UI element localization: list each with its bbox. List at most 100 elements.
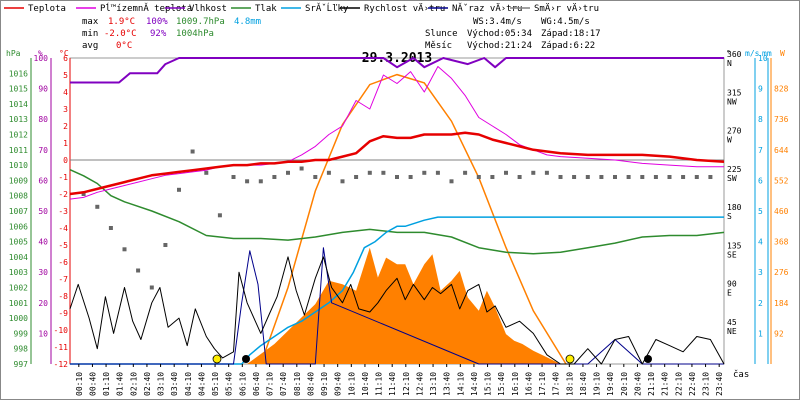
x-tick-label-30: 15:10 <box>484 372 493 396</box>
wind-dir-point-6 <box>163 243 168 247</box>
ms-tick-0: 1 <box>758 329 763 338</box>
degrees-tick-6: 315 <box>727 88 742 97</box>
x-tick-label-4: 02:10 <box>129 372 138 396</box>
legend-label-4: SrĂˇĹľky <box>305 2 349 14</box>
ms-tick-3: 4 <box>758 238 763 247</box>
x-tick-label-21: 10:40 <box>361 372 370 396</box>
x-tick-label-5: 02:40 <box>143 372 152 396</box>
ms-tick-8: 9 <box>758 85 763 94</box>
x-tick-label-12: 06:10 <box>238 372 247 396</box>
wind-dir-point-35 <box>558 175 563 179</box>
wind-dir-point-27 <box>449 179 454 184</box>
percent-tick-3: 40 <box>38 238 48 247</box>
stats-rain: 4.8mm <box>234 17 261 27</box>
series-srážky <box>70 216 724 365</box>
legend-label-6: NĂˇraz vÄ›tru <box>452 2 522 14</box>
wind-dir-point-46 <box>708 175 713 179</box>
degrees-tick-1: 90 <box>727 280 737 289</box>
wind-dir-point-7 <box>177 187 181 192</box>
wind-dir-point-40 <box>626 175 631 179</box>
wind-dir-point-4 <box>136 268 141 273</box>
ms-tick-1: 2 <box>758 299 763 308</box>
wind-dir-point-33 <box>531 170 536 175</box>
x-tick-label-40: 20:10 <box>620 372 629 396</box>
percent-tick-5: 60 <box>38 176 48 185</box>
wind-dir-point-9 <box>204 170 209 175</box>
x-tick-label-16: 08:10 <box>293 372 302 396</box>
stats-min-label: min <box>82 29 98 39</box>
ms-tick-5: 6 <box>758 176 763 185</box>
stats-wg: WG:4.5m/s <box>541 17 590 27</box>
x-tick-label-10: 05:10 <box>211 372 220 396</box>
moonrise-marker <box>644 355 652 363</box>
wind-dir-point-17 <box>313 175 318 179</box>
x-tick-label-26: 13:10 <box>429 372 438 396</box>
x-tick-label-20: 10:10 <box>347 372 356 396</box>
x-tick-label-25: 12:40 <box>415 372 424 396</box>
degrees-tick-2: 135 <box>727 241 742 250</box>
wind-dir-point-37 <box>585 175 590 179</box>
direction-tick-2: SE <box>727 250 737 259</box>
hpa-tick-9: 1006 <box>9 222 28 231</box>
x-tick-label-15: 07:40 <box>279 372 288 396</box>
wind-dir-point-13 <box>258 179 263 184</box>
legend-label-2: Vlhkost <box>189 4 227 14</box>
wind-dir-point-24 <box>408 175 413 179</box>
hpa-tick-5: 1002 <box>9 284 28 293</box>
stats-moonset: Západ:6:22 <box>541 41 595 51</box>
wind-dir-point-30 <box>490 175 495 179</box>
wind-dir-point-28 <box>463 170 468 175</box>
hpa-tick-2: 999 <box>14 329 29 338</box>
moonset-marker <box>242 355 250 363</box>
stats-avg-temp: 0°C <box>116 41 132 51</box>
celsius-tick-12: 0 <box>63 156 68 165</box>
x-tick-label-23: 11:40 <box>388 372 397 396</box>
direction-tick-3: S <box>727 212 732 221</box>
wind-dir-point-39 <box>613 175 617 179</box>
series-tlak <box>69 169 725 255</box>
x-tick-label-28: 14:10 <box>456 372 465 396</box>
stats-sun-label: Slunce <box>425 29 458 39</box>
celsius-tick-3: -9 <box>58 309 68 318</box>
x-tick-label-33: 16:40 <box>524 372 533 396</box>
mm-axis-label: mm <box>762 49 772 58</box>
percent-tick-9: 100 <box>34 54 49 63</box>
degrees-axis-label: ° <box>726 49 731 58</box>
ms-tick-7: 8 <box>758 115 763 124</box>
x-tick-label-22: 11:10 <box>375 372 384 396</box>
degrees-tick-3: 180 <box>727 203 742 212</box>
stats-sunset: Západ:18:17 <box>541 29 601 39</box>
x-tick-label-29: 14:40 <box>470 372 479 396</box>
series-layer <box>69 57 725 365</box>
stats-max-label: max <box>82 17 99 27</box>
percent-tick-4: 50 <box>38 207 48 216</box>
hpa-tick-1: 998 <box>14 345 29 354</box>
wind-dir-point-22 <box>381 170 386 175</box>
hpa-tick-14: 1011 <box>9 146 28 155</box>
celsius-tick-0: -12 <box>54 360 69 369</box>
stats-panel: max 1.9°C 100% 1009.7hPa 4.8mm min -2.0°… <box>82 17 601 51</box>
series-přízemní-teplota <box>69 66 724 200</box>
hpa-tick-17: 1014 <box>9 100 28 109</box>
x-tick-label-1: 00:40 <box>88 372 97 396</box>
w-tick-7: 736 <box>774 115 789 124</box>
w-tick-8: 828 <box>774 85 789 94</box>
w-tick-1: 184 <box>774 299 789 308</box>
hpa-tick-4: 1001 <box>9 299 28 308</box>
w-axis-label: W <box>780 49 785 58</box>
wind-dir-point-1 <box>95 204 100 209</box>
legend-label-7: SmÄ›r vÄ›tru <box>534 3 599 14</box>
celsius-tick-11: -1 <box>58 173 68 182</box>
series-solar-area <box>247 247 561 364</box>
celsius-tick-13: 1 <box>63 139 68 148</box>
x-tick-label-46: 23:10 <box>702 372 711 396</box>
wind-dir-point-18 <box>326 170 331 175</box>
hpa-tick-12: 1009 <box>9 176 28 185</box>
sunrise-marker <box>212 354 222 364</box>
percent-axis-label: % <box>38 49 43 58</box>
hpa-tick-16: 1013 <box>9 115 28 124</box>
wind-dir-point-3 <box>122 247 127 252</box>
stats-moonrise: Východ:21:24 <box>467 41 532 51</box>
